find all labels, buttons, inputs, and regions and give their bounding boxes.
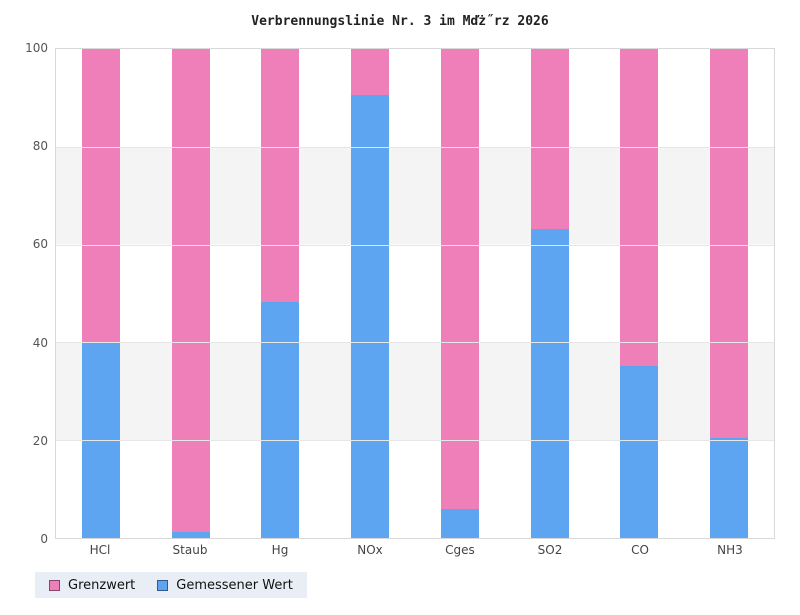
gemessener-wert-swatch-icon — [157, 579, 169, 591]
bar-segment-grenzwert — [440, 49, 479, 510]
bar-segment-grenzwert — [530, 49, 569, 229]
legend-label: Grenzwert — [68, 577, 136, 593]
bar-segment-grenzwert — [351, 49, 390, 95]
y-tick-label: 100 — [25, 41, 48, 55]
bar-column-hcl — [56, 49, 146, 538]
bar-column-nh3 — [684, 49, 774, 538]
bar-segment-grenzwert — [81, 49, 120, 344]
bar-column-nox — [325, 49, 415, 538]
bar-segment-gemessener-wert — [440, 509, 479, 538]
legend-item-gemessener-wert: Gemessener Wert — [157, 578, 293, 593]
gridline — [56, 342, 774, 344]
grenzwert-swatch-icon — [49, 579, 60, 591]
legend-item-grenzwert: Grenzwert — [49, 578, 135, 593]
stacked-bar — [171, 49, 210, 538]
bar-segment-grenzwert — [261, 49, 300, 303]
y-tick-label: 0 — [40, 532, 48, 546]
x-axis-label: NOx — [357, 543, 383, 557]
y-tick-label: 40 — [32, 335, 48, 350]
plot-area — [55, 48, 775, 539]
bar-segment-grenzwert — [171, 49, 210, 533]
bar-segment-gemessener-wert — [530, 228, 569, 538]
bar-column-so2 — [505, 49, 595, 538]
bar-column-co — [595, 49, 685, 538]
x-axis-label: Hg — [271, 543, 289, 557]
gridline — [56, 146, 774, 148]
x-axis-label: CO — [631, 543, 649, 557]
y-tick-label: 80 — [32, 139, 48, 154]
stacked-bar — [440, 49, 479, 538]
bars-container — [56, 49, 774, 538]
x-axis-label: SO2 — [537, 543, 563, 557]
bar-segment-grenzwert — [710, 49, 749, 439]
stacked-bar — [351, 49, 390, 538]
stacked-bar — [81, 49, 120, 538]
stacked-bar — [620, 49, 659, 538]
bar-segment-gemessener-wert — [261, 302, 300, 538]
stacked-bar — [530, 49, 569, 538]
gridline — [56, 244, 774, 246]
gridline — [56, 440, 774, 442]
x-axis: HCl Staub Hg NOx Cges SO2 CO NH3 — [55, 543, 775, 557]
x-axis-label: NH3 — [717, 543, 743, 557]
y-tick-label: 60 — [32, 237, 48, 252]
bar-segment-gemessener-wert — [710, 438, 749, 538]
y-tick-label: 20 — [32, 433, 48, 448]
stacked-bar — [261, 49, 300, 538]
bar-segment-gemessener-wert — [620, 365, 659, 538]
legend-label: Gemessener Wert — [176, 577, 293, 593]
legend: Grenzwert Gemessener Wert — [35, 572, 307, 598]
x-axis-label: Staub — [172, 543, 208, 557]
stacked-bar — [710, 49, 749, 538]
bar-column-hg — [236, 49, 326, 538]
bar-column-staub — [146, 49, 236, 538]
x-axis-label: Cges — [445, 543, 475, 557]
y-axis: 0 20 40 60 80 100 — [0, 41, 48, 546]
bar-segment-grenzwert — [620, 49, 659, 366]
bar-segment-gemessener-wert — [351, 94, 390, 538]
bar-column-cges — [415, 49, 505, 538]
chart-title: Verbrennungslinie Nr. 3 im Mďż˝rz 2026 — [251, 14, 549, 29]
bar-segment-gemessener-wert — [171, 532, 210, 538]
x-axis-label: HCl — [89, 543, 111, 557]
